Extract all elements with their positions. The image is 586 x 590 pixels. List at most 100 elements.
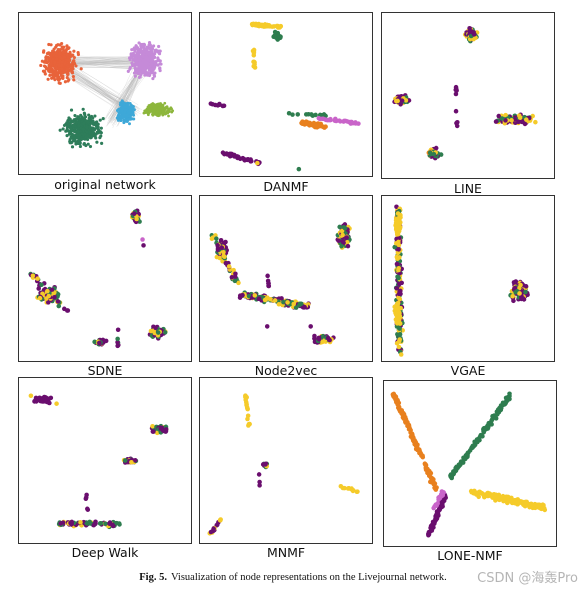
embedding-point [131, 211, 137, 216]
embedding-point [56, 303, 62, 309]
embedding-point [158, 49, 162, 53]
panel-node2vec [199, 195, 373, 362]
sdne-plot [28, 208, 168, 349]
embedding-point [394, 286, 399, 291]
embedding-point [58, 128, 62, 132]
embedding-point [152, 67, 156, 71]
embedding-point [523, 499, 528, 505]
embedding-point [60, 63, 64, 68]
embedding-point [60, 45, 64, 49]
embedding-point [66, 72, 70, 76]
embedding-point [500, 400, 506, 406]
embedding-point [95, 140, 99, 144]
embedding-point [291, 301, 296, 307]
embedding-point [222, 151, 227, 157]
embedding-point [71, 61, 75, 65]
embedding-point [147, 41, 152, 45]
embedding-point [272, 29, 278, 35]
embedding-point [355, 489, 360, 494]
embedding-point [496, 113, 501, 119]
embedding-point [152, 60, 157, 65]
embedding-point [61, 127, 65, 131]
embedding-point [69, 126, 73, 130]
embedding-point [133, 458, 138, 463]
embedding-point [214, 236, 219, 241]
embedding-point [91, 116, 95, 120]
embedding-point [245, 416, 250, 422]
embedding-point [142, 45, 146, 49]
embedding-point [243, 397, 248, 403]
mnmf-plot [207, 393, 360, 536]
embedding-point [132, 71, 137, 75]
embedding-point [143, 49, 147, 54]
embedding-point [61, 75, 65, 79]
embedding-point [521, 297, 527, 302]
embedding-point [57, 77, 62, 81]
embedding-point [295, 112, 301, 117]
embedding-point [309, 112, 314, 117]
embedding-point [493, 119, 499, 124]
embedding-point [296, 166, 302, 172]
embedding-point [153, 71, 157, 75]
embedding-point [348, 119, 354, 125]
embedding-point [516, 119, 521, 125]
embedding-point [124, 108, 128, 112]
figure-number: Fig. 5. [139, 572, 167, 583]
embedding-point [271, 24, 277, 29]
embedding-point [43, 399, 48, 404]
embedding-point [54, 54, 58, 58]
embedding-point [350, 488, 356, 493]
embedding-point [226, 264, 232, 269]
embedding-point [396, 404, 402, 410]
embedding-point [427, 468, 432, 474]
embedding-point [57, 69, 62, 73]
embedding-point [139, 47, 143, 51]
embedding-point [96, 126, 100, 130]
embedding-point [72, 135, 76, 139]
embedding-point [259, 23, 265, 29]
embedding-point [489, 418, 494, 423]
embedding-point [72, 78, 76, 82]
embedding-point [471, 489, 477, 495]
embedding-point [232, 278, 238, 284]
embedding-point [541, 503, 546, 508]
embedding-point [54, 401, 59, 406]
panel-line [381, 12, 555, 179]
embedding-point [536, 502, 542, 508]
embedding-point [151, 77, 155, 81]
embedding-point [85, 507, 91, 512]
embedding-point [272, 298, 278, 303]
embedding-point [303, 112, 309, 117]
embedding-point [87, 116, 91, 120]
embedding-point [396, 314, 401, 320]
embedding-point [167, 110, 171, 114]
embedding-point [221, 253, 226, 259]
embedding-point [155, 110, 159, 114]
embedding-point [341, 240, 346, 246]
embedding-point [75, 133, 80, 137]
embedding-point [30, 273, 36, 279]
embedding-point [56, 47, 60, 52]
embedding-point [493, 492, 499, 498]
embedding-point [414, 445, 420, 450]
embedding-point [133, 68, 138, 72]
embedding-point [517, 291, 522, 296]
embedding-point [129, 52, 133, 56]
embedding-point [263, 24, 269, 29]
embedding-point [119, 116, 123, 119]
embedding-point [48, 62, 52, 66]
embedding-point [55, 299, 61, 304]
embedding-point [153, 52, 157, 56]
embedding-point [512, 285, 518, 291]
embedding-point [356, 121, 361, 126]
danmf-plot [208, 21, 361, 172]
embedding-point [86, 137, 90, 142]
embedding-point [159, 62, 163, 66]
embedding-point [429, 528, 435, 533]
embedding-point [495, 412, 500, 417]
embedding-point [49, 43, 53, 47]
embedding-point [244, 402, 249, 408]
embedding-point [396, 275, 401, 281]
embedding-point [453, 91, 459, 97]
embedding-point [410, 436, 415, 441]
